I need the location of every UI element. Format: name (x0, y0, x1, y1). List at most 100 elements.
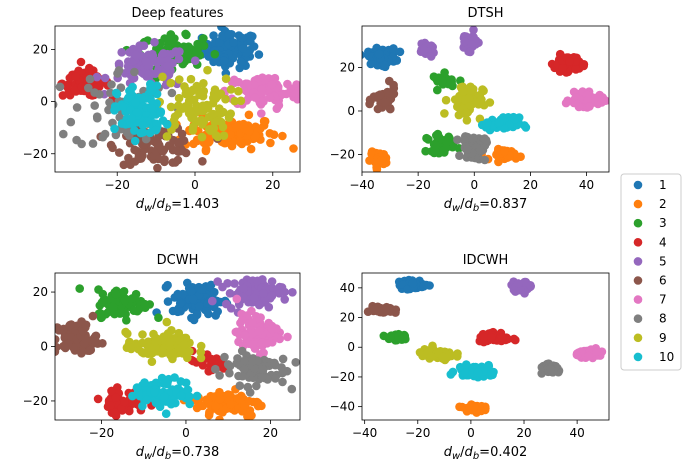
point-series-9 (175, 75, 184, 84)
point-series-3 (385, 332, 395, 342)
point-series-4 (71, 72, 81, 81)
point-series-9 (196, 341, 206, 351)
point-series-8 (287, 384, 297, 394)
points-layer (362, 26, 609, 172)
point-series-8 (107, 80, 116, 89)
point-series-3 (96, 309, 105, 318)
point-series-6 (168, 145, 178, 155)
axes-frame (361, 272, 610, 421)
point-series-8 (220, 352, 229, 362)
point-series-10 (138, 401, 147, 411)
legend-marker-3 (633, 218, 643, 228)
point-series-10 (185, 399, 194, 409)
x-tick-label: −20 (405, 178, 430, 192)
legend-label-3: 3 (659, 216, 667, 230)
point-series-5 (460, 37, 469, 47)
subplot-title: DTSH (468, 6, 504, 21)
point-series-5 (190, 56, 200, 65)
y-tick-label: 0 (347, 340, 355, 354)
point-series-3 (121, 309, 130, 319)
point-series-5 (249, 293, 259, 302)
point-series-6 (380, 98, 390, 107)
point-series-9 (165, 338, 174, 348)
x-tick-label: 0 (467, 426, 475, 440)
y-tick-label: 20 (33, 285, 48, 299)
point-series-5 (465, 47, 475, 57)
point-series-8 (98, 132, 108, 142)
point-series-8 (238, 371, 247, 381)
point-series-8 (55, 82, 65, 92)
point-series-10 (137, 94, 146, 103)
point-series-10 (495, 118, 504, 127)
point-series-1 (219, 56, 229, 66)
point-series-9 (226, 85, 236, 94)
x-axis-label: dw/db=0.738 (136, 445, 220, 462)
y-tick-label: −20 (23, 147, 48, 161)
point-series-9 (188, 126, 198, 135)
point-series-5 (230, 279, 239, 288)
point-series-10 (482, 118, 492, 127)
x-tick-label: 0 (470, 178, 478, 192)
point-series-2 (266, 138, 275, 148)
point-series-5 (526, 281, 535, 290)
y-tick-label: 0 (40, 95, 48, 109)
point-series-7 (291, 89, 300, 99)
point-series-7 (302, 92, 311, 101)
point-series-2 (247, 411, 256, 420)
point-series-9 (194, 117, 203, 126)
point-series-8 (84, 83, 93, 93)
legend-label-8: 8 (659, 312, 667, 326)
point-series-6 (61, 343, 70, 353)
point-series-8 (141, 134, 151, 144)
point-series-6 (153, 138, 163, 147)
point-series-5 (467, 40, 477, 49)
y-tick-label: −40 (330, 400, 355, 414)
point-series-10 (150, 387, 159, 397)
point-series-8 (72, 135, 81, 145)
point-series-6 (55, 323, 62, 332)
point-series-5 (223, 279, 232, 288)
point-series-8 (59, 129, 68, 139)
point-series-10 (119, 102, 128, 112)
legend-marker-8 (633, 314, 643, 324)
point-series-6 (135, 151, 144, 161)
point-series-10 (127, 113, 136, 123)
point-series-10 (124, 93, 133, 103)
point-series-1 (173, 289, 183, 299)
point-series-10 (510, 115, 519, 124)
point-series-5 (420, 45, 429, 55)
legend: 1 2 3 4 5 6 7 8 9 10 (620, 173, 682, 371)
point-series-1 (217, 26, 226, 31)
point-series-8 (93, 113, 102, 123)
point-series-4 (509, 334, 519, 344)
point-series-7 (248, 318, 257, 328)
point-series-2 (465, 402, 475, 412)
point-series-7 (283, 79, 292, 89)
point-series-4 (77, 82, 86, 92)
point-series-6 (389, 89, 399, 99)
point-series-6 (130, 145, 139, 155)
point-series-7 (248, 328, 257, 338)
point-series-9 (467, 86, 476, 95)
point-series-9 (438, 352, 448, 362)
point-series-9 (199, 79, 208, 88)
point-series-3 (433, 85, 442, 95)
point-series-5 (239, 284, 249, 293)
point-series-1 (186, 286, 196, 296)
point-series-1 (188, 294, 198, 304)
point-series-9 (159, 348, 168, 358)
point-series-8 (66, 117, 76, 127)
point-series-5 (225, 289, 235, 298)
subplot-4: −40 −20 0 20 40 −40 −20 0 20 40 IDCWH dw/db=0.402 (330, 253, 610, 462)
point-series-9 (234, 86, 243, 96)
subplot-1: −20 0 20 −20 0 20 Deep features dw/db=1.403 (23, 6, 311, 214)
point-series-10 (142, 395, 152, 405)
point-series-10 (489, 367, 498, 377)
point-series-8 (237, 346, 247, 356)
point-series-1 (395, 47, 405, 57)
point-series-1 (163, 297, 173, 306)
point-series-9 (167, 326, 176, 335)
y-tick-label: 20 (33, 42, 48, 56)
point-series-9 (185, 347, 194, 356)
point-series-1 (197, 285, 207, 294)
